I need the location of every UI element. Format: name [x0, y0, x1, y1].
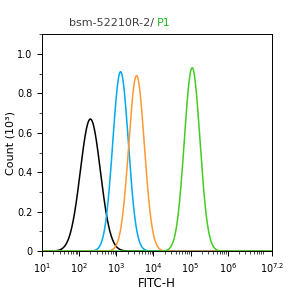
Text: P1: P1	[157, 18, 171, 28]
Y-axis label: Count (10³): Count (10³)	[6, 111, 16, 175]
Text: bsm-52210R-2/: bsm-52210R-2/	[69, 18, 157, 28]
X-axis label: FITC-H: FITC-H	[138, 277, 176, 290]
